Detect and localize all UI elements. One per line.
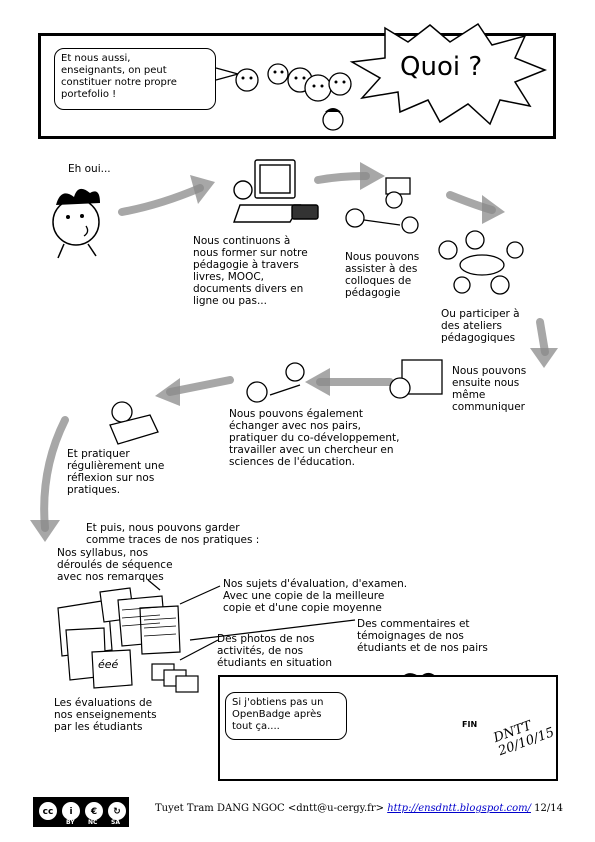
cc-icon: cc (38, 801, 58, 821)
ateliers-text: Ou participer à des ateliers pédagogique… (441, 308, 520, 344)
sa-icon: ↻ (107, 801, 127, 821)
nc-icon: € (84, 801, 104, 821)
footer-text: Tuyet Tram DANG NGOC <dntt@u-cergy.fr> h… (155, 803, 563, 814)
footer-author: Tuyet Tram DANG NGOC <dntt@u-cergy.fr> (155, 803, 385, 814)
top-speech-bubble: Et nous aussi, enseignants, on peut cons… (54, 48, 216, 110)
evaluations-text: Les évaluations de nos enseignements par… (54, 697, 157, 733)
syllabus-text: Nos syllabus, nos déroulés de séquence a… (57, 547, 173, 583)
sujets-text: Nos sujets d'évaluation, d'examen. Avec … (223, 578, 408, 614)
colloques-text: Nous pouvons assister à des colloques de… (345, 251, 420, 299)
blog-link[interactable]: http://ensdntt.blogspot.com/ (387, 803, 531, 814)
former-text: Nous continuons à nous former sur notre … (193, 235, 308, 307)
quoi-burst (349, 22, 548, 126)
traces-intro: Et puis, nous pouvons garder comme trace… (86, 522, 260, 546)
reflexion-text: Et pratiquer régulièrement une réflexion… (67, 448, 165, 496)
cc-label-nc: NC (88, 819, 98, 826)
cc-label-sa: SA (111, 819, 120, 826)
footer: cc i € ↻ BY NC SA Tuyet Tram DANG NGOC <… (0, 797, 595, 827)
eh-oui-text: Eh oui... (68, 163, 111, 175)
quoi-text: Quoi ? (400, 52, 483, 82)
communiquer-text: Nous pouvons ensuite nous même communiqu… (452, 365, 527, 413)
commentaires-text: Des commentaires et témoignages de nos é… (357, 618, 488, 654)
photos-text: Des photos de nos activités, de nos étud… (217, 633, 332, 669)
echanger-text: Nous pouvons également échanger avec nos… (229, 408, 400, 468)
end-speech-bubble: Si j'obtiens pas un OpenBadge après tout… (225, 692, 347, 740)
person-icon: i (61, 801, 81, 821)
character-face (52, 198, 100, 259)
cc-license-badge[interactable]: cc i € ↻ BY NC SA (33, 797, 129, 827)
cc-label-by: BY (66, 819, 75, 826)
fin-shield-text: FIN (462, 720, 478, 729)
sheet-label: éeé (98, 658, 119, 671)
page-number: 12/14 (534, 803, 563, 814)
